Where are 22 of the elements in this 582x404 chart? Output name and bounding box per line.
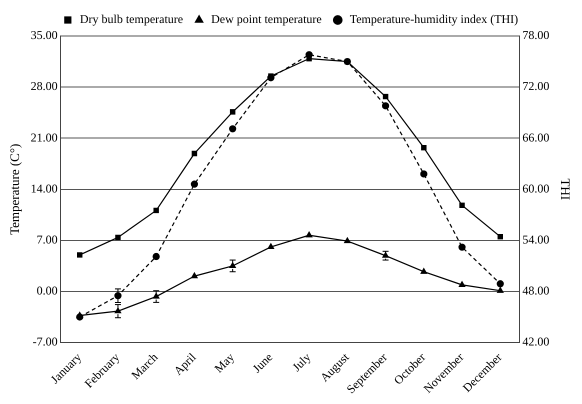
y-tick-label: -7.00 <box>32 334 58 349</box>
y-tick-label: 21.00 <box>30 130 58 144</box>
y-tick-label: 28.00 <box>30 79 58 94</box>
legend-label: Temperature-humidity index (THI) <box>350 12 518 26</box>
y-axis-title: Temperature (C°) <box>7 144 22 235</box>
legend-label: Dry bulb temperature <box>80 12 184 26</box>
y-tick-label: 14.00 <box>30 181 58 196</box>
y2-tick-label: 78.00 <box>522 28 550 42</box>
y-tick-label: 0.00 <box>36 284 58 298</box>
x-tick-label: May <box>212 350 238 376</box>
y2-tick-label: 66.00 <box>522 130 550 144</box>
legend-label: Dew point temperature <box>211 12 322 26</box>
y-tick-label: 7.00 <box>36 232 58 247</box>
y2-axis-title: THI <box>558 178 573 200</box>
x-tick-label: June <box>250 350 276 376</box>
y2-tick-label: 54.00 <box>522 232 550 247</box>
y-tick-label: 35.00 <box>30 28 58 42</box>
y2-tick-label: 42.00 <box>522 334 550 349</box>
x-tick-label: July <box>289 350 314 374</box>
y2-tick-label: 72.00 <box>522 79 550 94</box>
y2-tick-label: 60.00 <box>522 181 550 196</box>
y2-tick-label: 48.00 <box>522 284 550 298</box>
